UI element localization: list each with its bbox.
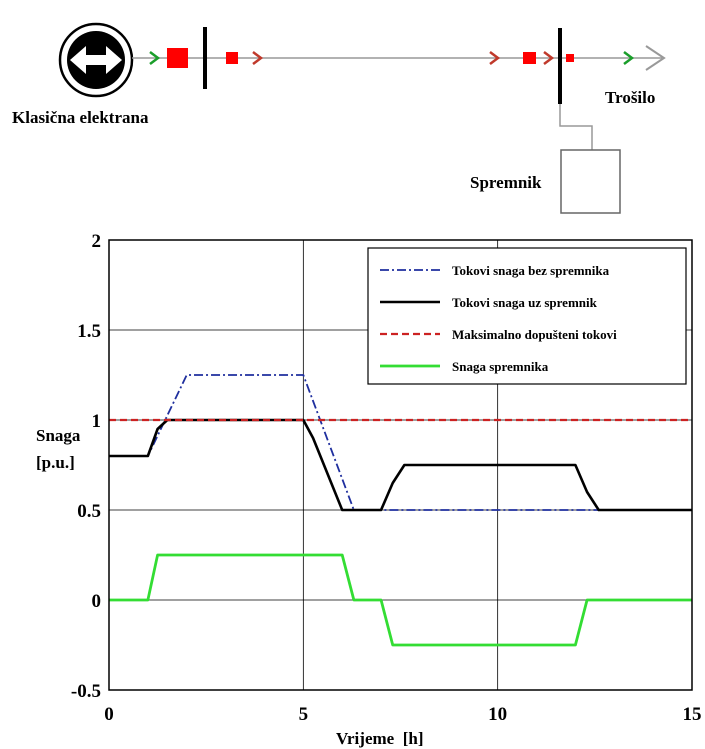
- network-diagram: Klasična elektrana Trošilo Spremnik: [12, 22, 666, 214]
- y-tick-label: 1: [92, 411, 102, 432]
- storage-label: Spremnik: [470, 173, 542, 192]
- series-line-1: [109, 374, 692, 511]
- chart: 0 5 10 15-0.500.511.52 Snaga [p.u.] Vrijeme…: [36, 231, 702, 748]
- load-arrow-icon: [645, 45, 666, 71]
- plot-area: [108, 239, 693, 691]
- power-flow-marker: [226, 52, 238, 64]
- series-line-2: [109, 418, 692, 512]
- generator-icon: [58, 22, 134, 98]
- y-axis-label-line1: Snaga: [36, 426, 81, 445]
- flow-arrow: [149, 51, 161, 65]
- ticks: 0 5 10 15-0.500.511.52: [71, 231, 702, 725]
- legend-label-4: Snaga spremnika: [452, 359, 549, 374]
- plant-label: Klasična elektrana: [12, 108, 149, 127]
- power-flow-marker: [167, 48, 188, 68]
- y-tick-label: 2: [92, 231, 102, 252]
- legend-label-1: Tokovi snaga bez spremnika: [452, 263, 610, 278]
- storage-connection: [559, 104, 593, 150]
- load-label: Trošilo: [605, 88, 655, 107]
- flow-arrow: [252, 51, 264, 65]
- y-tick-label: 1.5: [77, 321, 101, 342]
- x-tick-label: 5: [299, 704, 309, 725]
- series-layer: [109, 374, 692, 647]
- x-tick-label: 10: [488, 704, 507, 725]
- power-flow-marker: [566, 54, 574, 62]
- x-tick-label: 0: [104, 704, 114, 725]
- legend-label-2: Tokovi snaga uz spremnik: [452, 295, 598, 310]
- flow-arrow: [543, 51, 555, 65]
- storage-box: [560, 149, 621, 214]
- y-tick-label: -0.5: [71, 681, 101, 702]
- power-flow-marker: [523, 52, 536, 64]
- series-line-4: [109, 553, 692, 647]
- y-tick-label: 0: [92, 591, 102, 612]
- x-axis-label: Vrijeme [h]: [336, 729, 423, 748]
- flow-arrow: [489, 51, 501, 65]
- flow-arrow: [623, 51, 635, 65]
- legend: Tokovi snaga bez spremnika Tokovi snaga u…: [367, 247, 687, 385]
- legend-label-3: Maksimalno dopušteni tokovi: [452, 327, 617, 342]
- y-axis-label: Snaga [p.u.]: [36, 426, 81, 472]
- legend-items: Tokovi snaga bez spremnika Tokovi snaga u…: [380, 263, 617, 374]
- y-tick-label: 0.5: [77, 501, 101, 522]
- y-axis-label-line2: [p.u.]: [36, 453, 75, 472]
- x-tick-label: 15: [683, 704, 702, 725]
- double-arrow-icon: [70, 46, 122, 74]
